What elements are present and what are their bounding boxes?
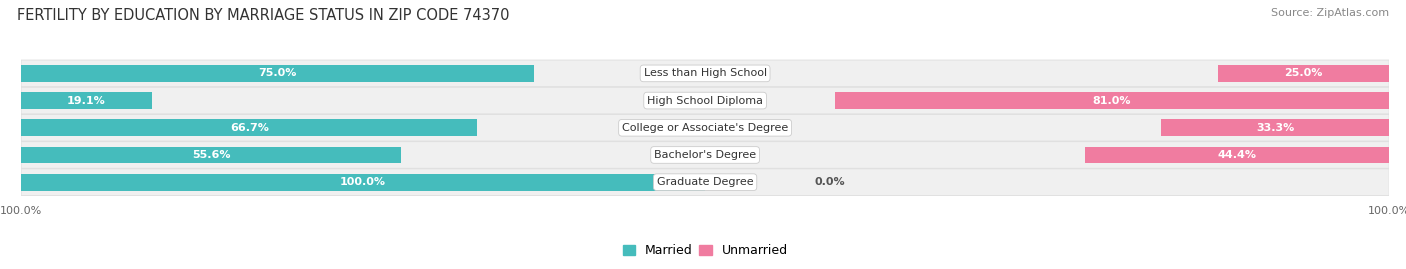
Text: Bachelor's Degree: Bachelor's Degree	[654, 150, 756, 160]
Text: 33.3%: 33.3%	[1256, 123, 1295, 133]
FancyBboxPatch shape	[21, 142, 1389, 168]
Text: 100.0%: 100.0%	[340, 177, 387, 187]
Text: 55.6%: 55.6%	[193, 150, 231, 160]
Text: 25.0%: 25.0%	[1285, 68, 1323, 78]
Text: Graduate Degree: Graduate Degree	[657, 177, 754, 187]
Bar	[1161, 119, 1389, 136]
Bar	[21, 119, 477, 136]
Text: 19.1%: 19.1%	[67, 95, 105, 105]
Legend: Married, Unmarried: Married, Unmarried	[617, 239, 793, 262]
Text: High School Diploma: High School Diploma	[647, 95, 763, 105]
Text: 81.0%: 81.0%	[1092, 95, 1132, 105]
Bar	[21, 174, 706, 191]
Text: FERTILITY BY EDUCATION BY MARRIAGE STATUS IN ZIP CODE 74370: FERTILITY BY EDUCATION BY MARRIAGE STATU…	[17, 8, 509, 23]
Text: 0.0%: 0.0%	[814, 177, 845, 187]
Text: Source: ZipAtlas.com: Source: ZipAtlas.com	[1271, 8, 1389, 18]
Text: 66.7%: 66.7%	[229, 123, 269, 133]
FancyBboxPatch shape	[21, 87, 1389, 114]
Bar	[835, 92, 1389, 109]
Bar	[21, 92, 152, 109]
FancyBboxPatch shape	[21, 60, 1389, 87]
FancyBboxPatch shape	[21, 114, 1389, 141]
Text: College or Associate's Degree: College or Associate's Degree	[621, 123, 789, 133]
Text: Less than High School: Less than High School	[644, 68, 766, 78]
Bar	[21, 65, 534, 82]
Text: 44.4%: 44.4%	[1218, 150, 1257, 160]
Bar	[1218, 65, 1389, 82]
Text: 75.0%: 75.0%	[259, 68, 297, 78]
FancyBboxPatch shape	[21, 169, 1389, 196]
Bar	[21, 147, 401, 163]
Bar	[1085, 147, 1389, 163]
